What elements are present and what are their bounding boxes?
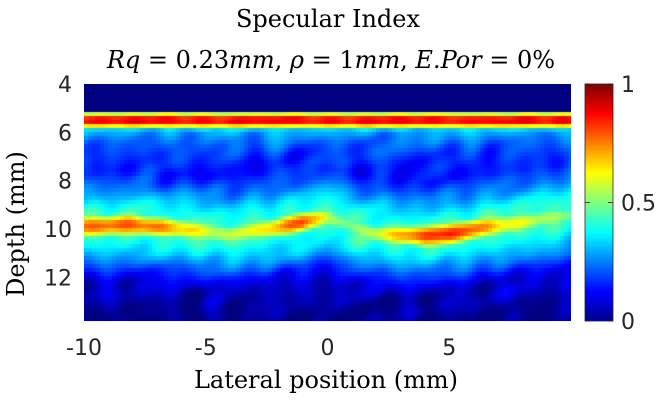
y-axis: 4 6 8 10 12: [44, 73, 72, 291]
y-tick-label: 6: [58, 121, 72, 146]
x-axis-label: Lateral position (mm): [194, 366, 458, 394]
x-tick-label: 5: [442, 336, 456, 361]
y-axis-label: Depth (mm): [2, 151, 30, 297]
y-tick-label: 12: [44, 266, 72, 291]
subtitle-epor-val: = 0%: [482, 46, 555, 74]
subtitle-rho-val: = 1: [304, 46, 355, 74]
x-tick-label: 0: [321, 336, 335, 361]
x-axis: -10 -5 0 5: [66, 336, 456, 361]
colorbar-axis: 00.51: [585, 73, 656, 335]
colorbar-tick-label: 0: [621, 310, 635, 335]
chart-subtitle: Rq = 0.23mm, ρ = 1mm, E.Por = 0%: [106, 46, 555, 74]
x-tick-label: -10: [66, 336, 102, 361]
subtitle-rho-unit: mm: [355, 46, 401, 74]
subtitle-sep-2: ,: [400, 46, 415, 74]
subtitle-epor-var: E.Por: [414, 46, 483, 74]
colorbar-tick-label: 1: [621, 73, 635, 98]
subtitle-sep-1: ,: [275, 46, 290, 74]
heatmap-plot-area: [84, 84, 571, 321]
chart-title: Specular Index: [236, 5, 420, 33]
subtitle-rho-var: ρ: [289, 46, 304, 74]
x-tick-label: -5: [195, 336, 217, 361]
subtitle-rq-unit: mm: [229, 46, 275, 74]
heatmap-canvas: [84, 84, 571, 321]
subtitle-rq-var: Rq: [106, 46, 140, 74]
subtitle-rq-val: = 0.23: [140, 46, 229, 74]
y-tick-label: 4: [58, 73, 72, 98]
y-tick-label: 10: [44, 218, 72, 243]
colorbar-tick-label: 0.5: [621, 192, 656, 217]
y-tick-label: 8: [58, 170, 72, 195]
